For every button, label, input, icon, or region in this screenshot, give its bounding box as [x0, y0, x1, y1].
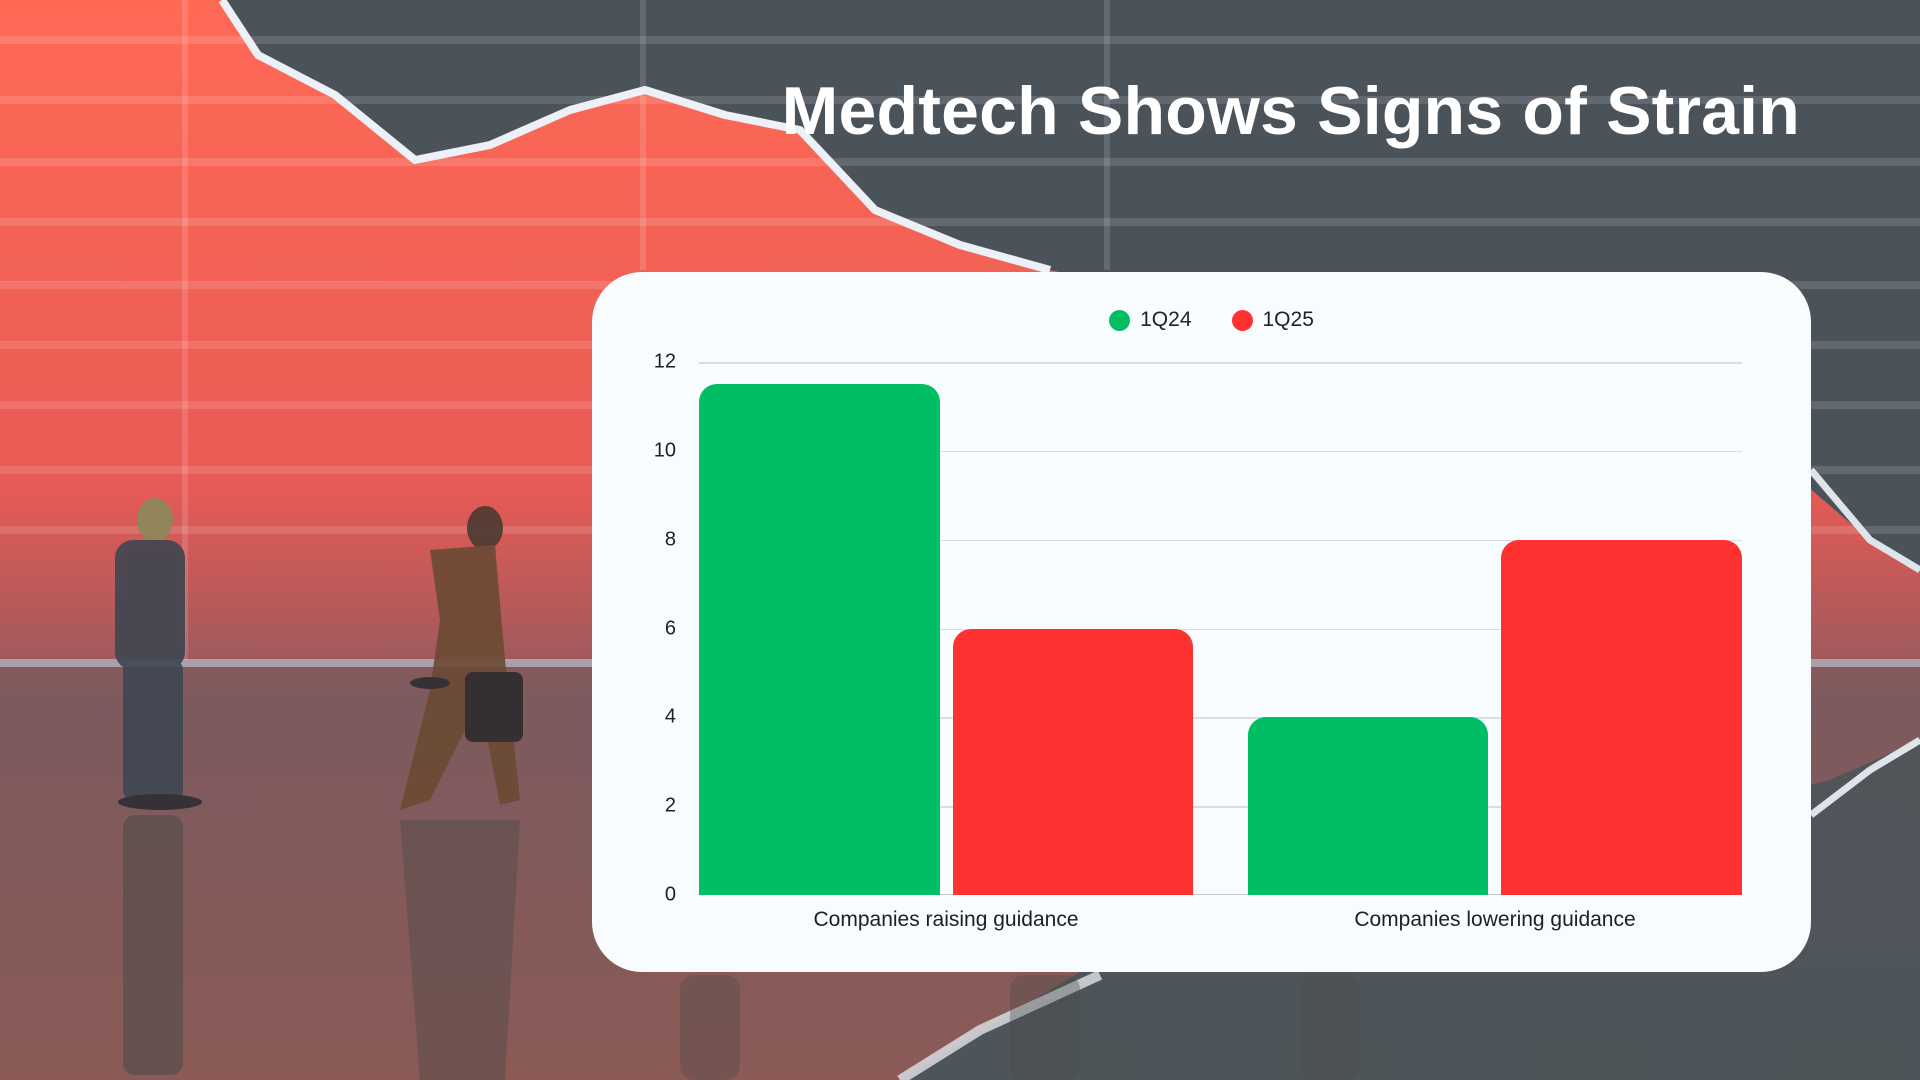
plot-area: 12 10 8 6 4 2 0 Companies raising guidan…: [654, 351, 1742, 931]
page-title: Medtech Shows Signs of Strain: [781, 73, 1800, 149]
bar-lowering-1q25[interactable]: [1501, 539, 1742, 895]
legend-dot-icon: [1231, 309, 1253, 331]
y-tick-label: 8: [664, 528, 676, 551]
legend-item-1q24[interactable]: 1Q24: [1109, 308, 1192, 332]
bar-raising-1q24[interactable]: [699, 384, 940, 895]
chart-legend: 1Q24 1Q25: [592, 308, 1811, 332]
legend-item-1q25[interactable]: 1Q25: [1231, 308, 1314, 332]
gridline-8: [699, 539, 1742, 542]
figurine-left: [115, 498, 202, 1075]
gridline-12: [699, 362, 1742, 364]
gridline-10: [699, 450, 1742, 453]
bar-lowering-1q24[interactable]: [1248, 717, 1488, 895]
y-tick-label: 2: [664, 794, 676, 817]
gridline-6: [699, 628, 1742, 630]
x-axis-line: [699, 893, 1742, 895]
figurine-right: [400, 506, 523, 1080]
y-tick-label: 6: [664, 617, 676, 639]
x-category-label: Companies lowering guidance: [1354, 908, 1636, 931]
y-tick-label: 10: [653, 439, 676, 462]
legend-label: 1Q24: [1140, 308, 1192, 331]
gridline-2: [699, 806, 1742, 808]
legend-label: 1Q25: [1262, 308, 1314, 331]
gridline-4: [699, 717, 1742, 719]
y-tick-label: 12: [653, 350, 676, 373]
legend-dot-icon: [1109, 309, 1131, 331]
chart-card: 1Q24 1Q25 12 10 8 6 4 2 0 Companies rais…: [592, 272, 1811, 972]
x-category-label: Companies raising guidance: [813, 908, 1079, 931]
bar-raising-1q25[interactable]: [953, 628, 1193, 895]
y-tick-label: 0: [664, 883, 676, 906]
y-tick-label: 4: [664, 705, 676, 728]
